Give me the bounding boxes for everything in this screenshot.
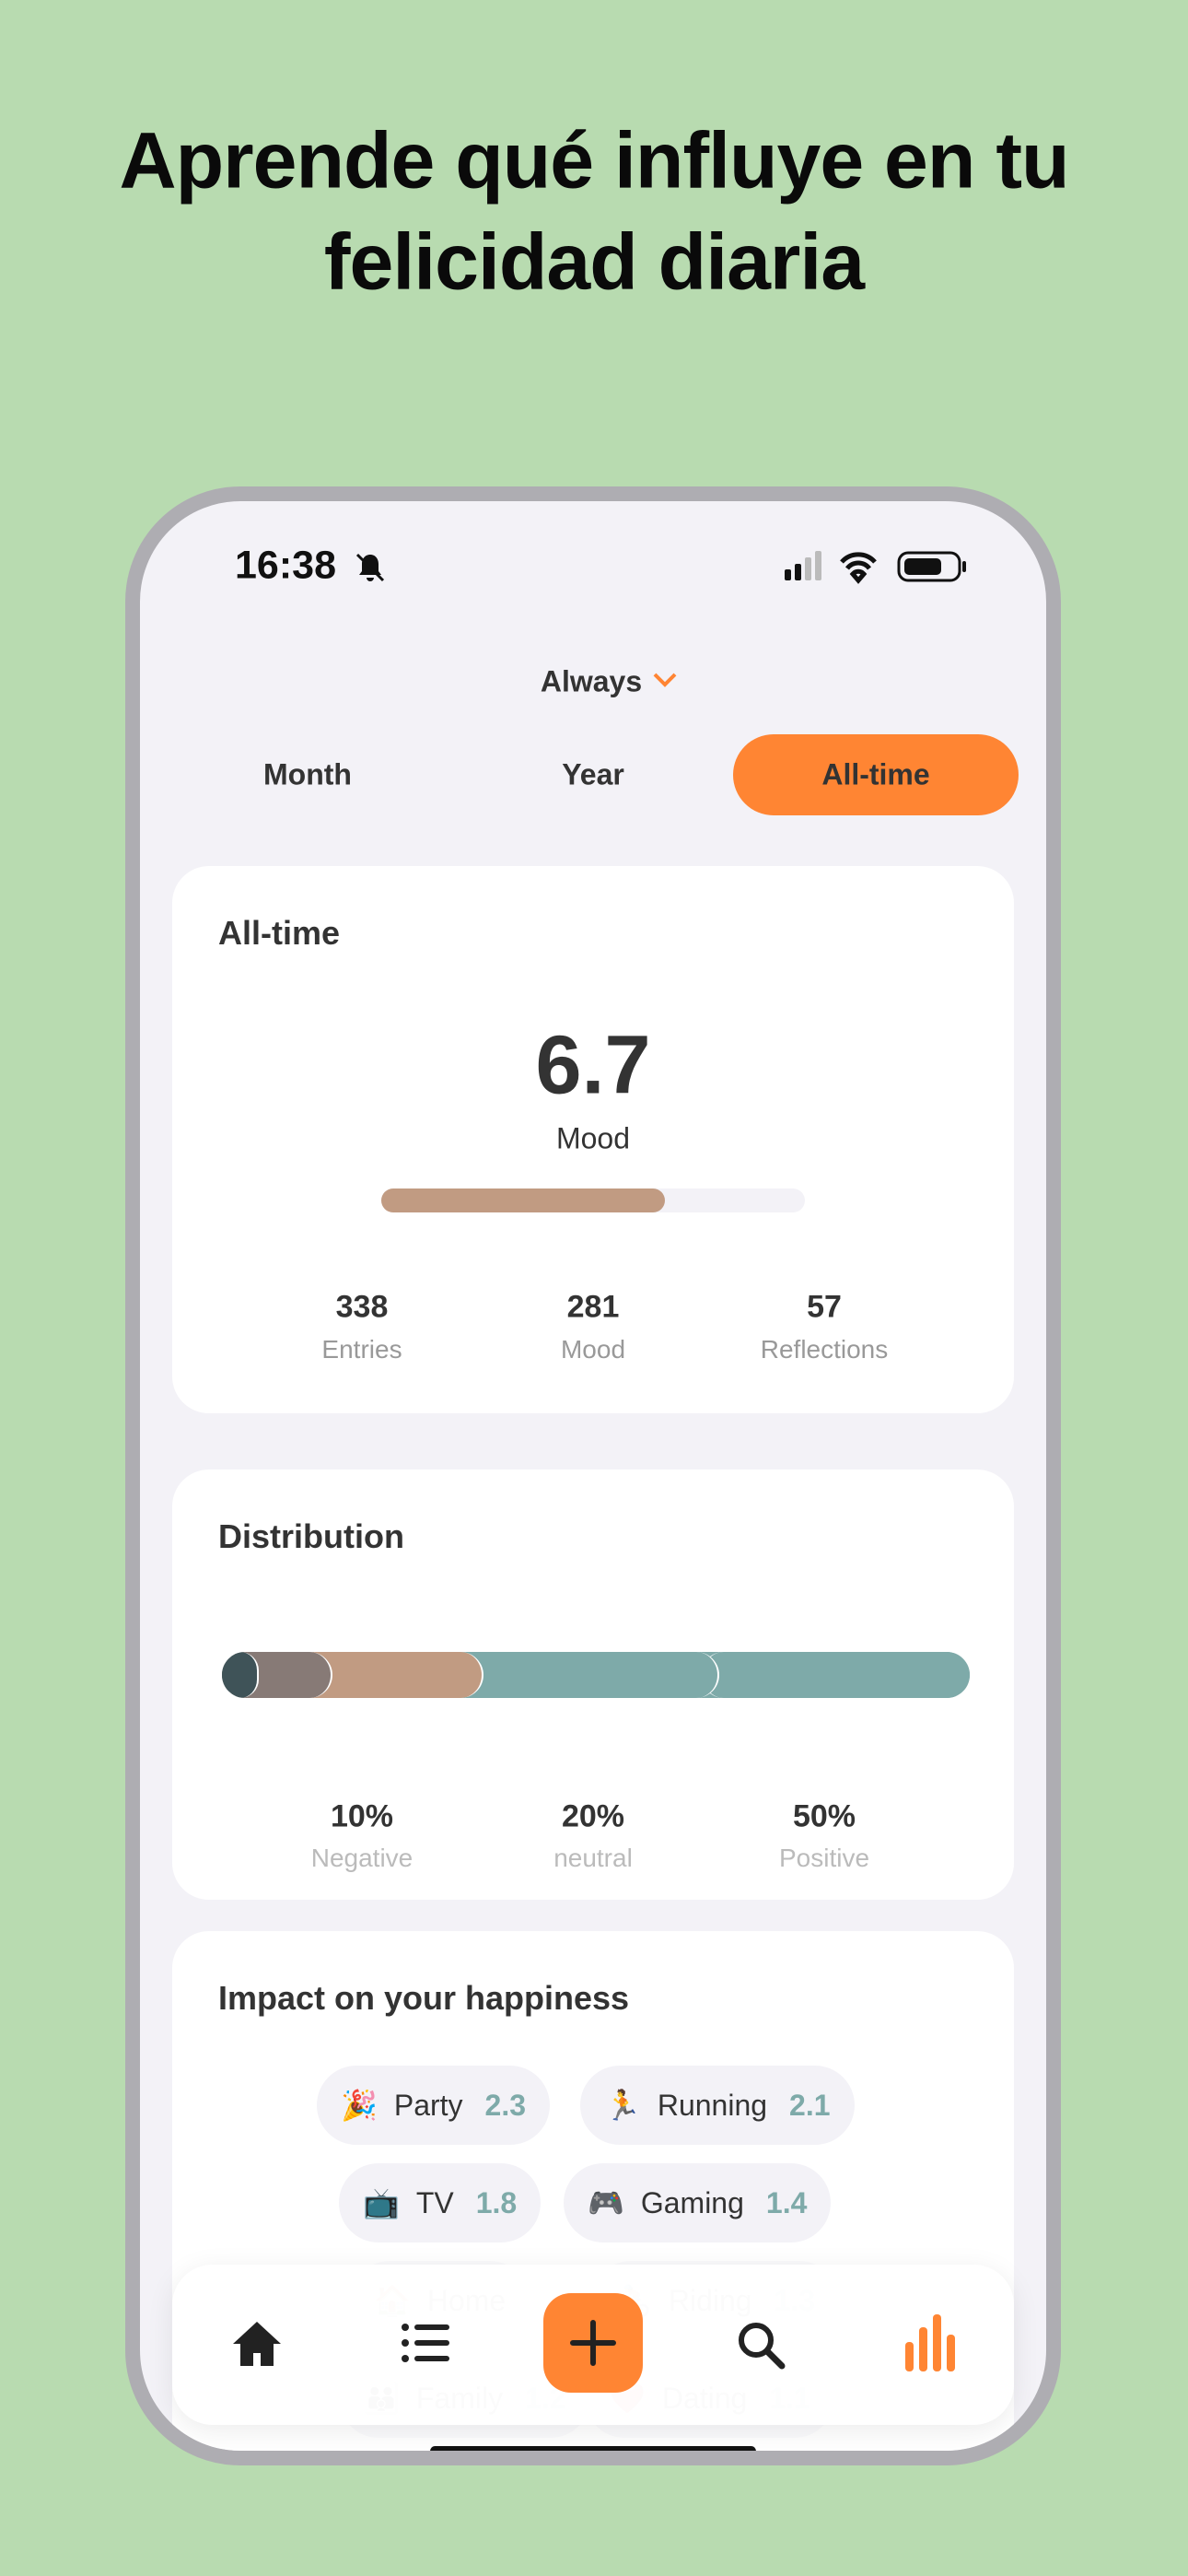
list-tab[interactable] (401, 2320, 452, 2366)
impact-chip[interactable]: 🎮 Gaming 1.4 (564, 2163, 832, 2242)
tab[interactable]: All-time (821, 757, 930, 791)
stat-label: Reflections (760, 1335, 889, 1364)
chip-icon: 🏃 (604, 2089, 641, 2122)
stat-label: Positive (778, 1844, 870, 1872)
card-title: All-time (218, 914, 341, 952)
stat-value: 57 (807, 1289, 842, 1325)
stat-label: Entries (321, 1335, 402, 1364)
chip-name: TV (415, 2185, 454, 2219)
impact-chip[interactable]: 🎉 Party 2.3 (317, 2066, 551, 2145)
chip-name: Party (393, 2088, 463, 2122)
stat-value: 50% (792, 1798, 856, 1834)
home-indicator (430, 2446, 756, 2451)
phone: 16:38 Always Month Year All-time All-time … (125, 486, 1061, 2465)
segment (222, 1652, 259, 1698)
tab[interactable]: Month (263, 757, 352, 791)
chip-icon: 📺 (363, 2186, 400, 2219)
distribution-bar (222, 1652, 970, 1698)
chip-value: 2.3 (484, 2088, 527, 2122)
chip-value: 2.1 (789, 2088, 831, 2122)
mood-track (381, 1188, 805, 1212)
headline: Aprende qué influye en tu (119, 116, 1070, 205)
stat-value: 10% (330, 1798, 394, 1834)
chip-value: 1.4 (765, 2185, 808, 2219)
chip-value: 1.8 (475, 2185, 518, 2219)
card-title: Distribution (218, 1517, 404, 1555)
stat-label: neutral (553, 1844, 633, 1872)
tab[interactable]: Year (562, 757, 624, 791)
status-time: 16:38 (235, 543, 336, 588)
chip-icon: 🎮 (588, 2186, 624, 2219)
distribution-card: Distribution 10% Negative 20% neutral 50% Pos… (172, 1469, 1014, 1900)
stat-value: 338 (335, 1289, 389, 1325)
filter-dropdown[interactable]: Always (540, 664, 643, 698)
chip-icon: 🎉 (341, 2089, 378, 2122)
mood-fill (381, 1188, 665, 1212)
stat-label: Negative (310, 1844, 413, 1872)
headline: felicidad diaria (323, 217, 865, 307)
chevron-icon (653, 673, 677, 687)
chip-name: Running (657, 2088, 768, 2122)
mood-score: 6.7 (535, 1019, 651, 1112)
tab-highlight (733, 734, 1019, 815)
bell-off-icon (355, 553, 385, 582)
stat-value: 20% (561, 1798, 625, 1834)
add-button[interactable] (543, 2293, 643, 2393)
impact-chip[interactable]: 📺 TV 1.8 (339, 2163, 542, 2242)
stat-label: Mood (560, 1335, 626, 1364)
card-title: Impact on your happiness (218, 1979, 630, 2017)
home-tab[interactable] (231, 2318, 283, 2370)
status-icons (785, 551, 966, 584)
stats-tab[interactable] (905, 2314, 957, 2371)
impact-chip[interactable]: 🏃 Running 2.1 (580, 2066, 855, 2145)
segment (701, 1652, 970, 1698)
stat-value: 281 (566, 1289, 620, 1325)
mood-label: Mood (555, 1121, 631, 1155)
tab-bar (172, 2265, 1014, 2425)
chip-name: Gaming (640, 2185, 744, 2219)
search-tab[interactable] (736, 2320, 786, 2370)
summary-card: All-time 6.7 Mood 338 Entries 281 Mood 57 Ref… (172, 866, 1014, 1413)
